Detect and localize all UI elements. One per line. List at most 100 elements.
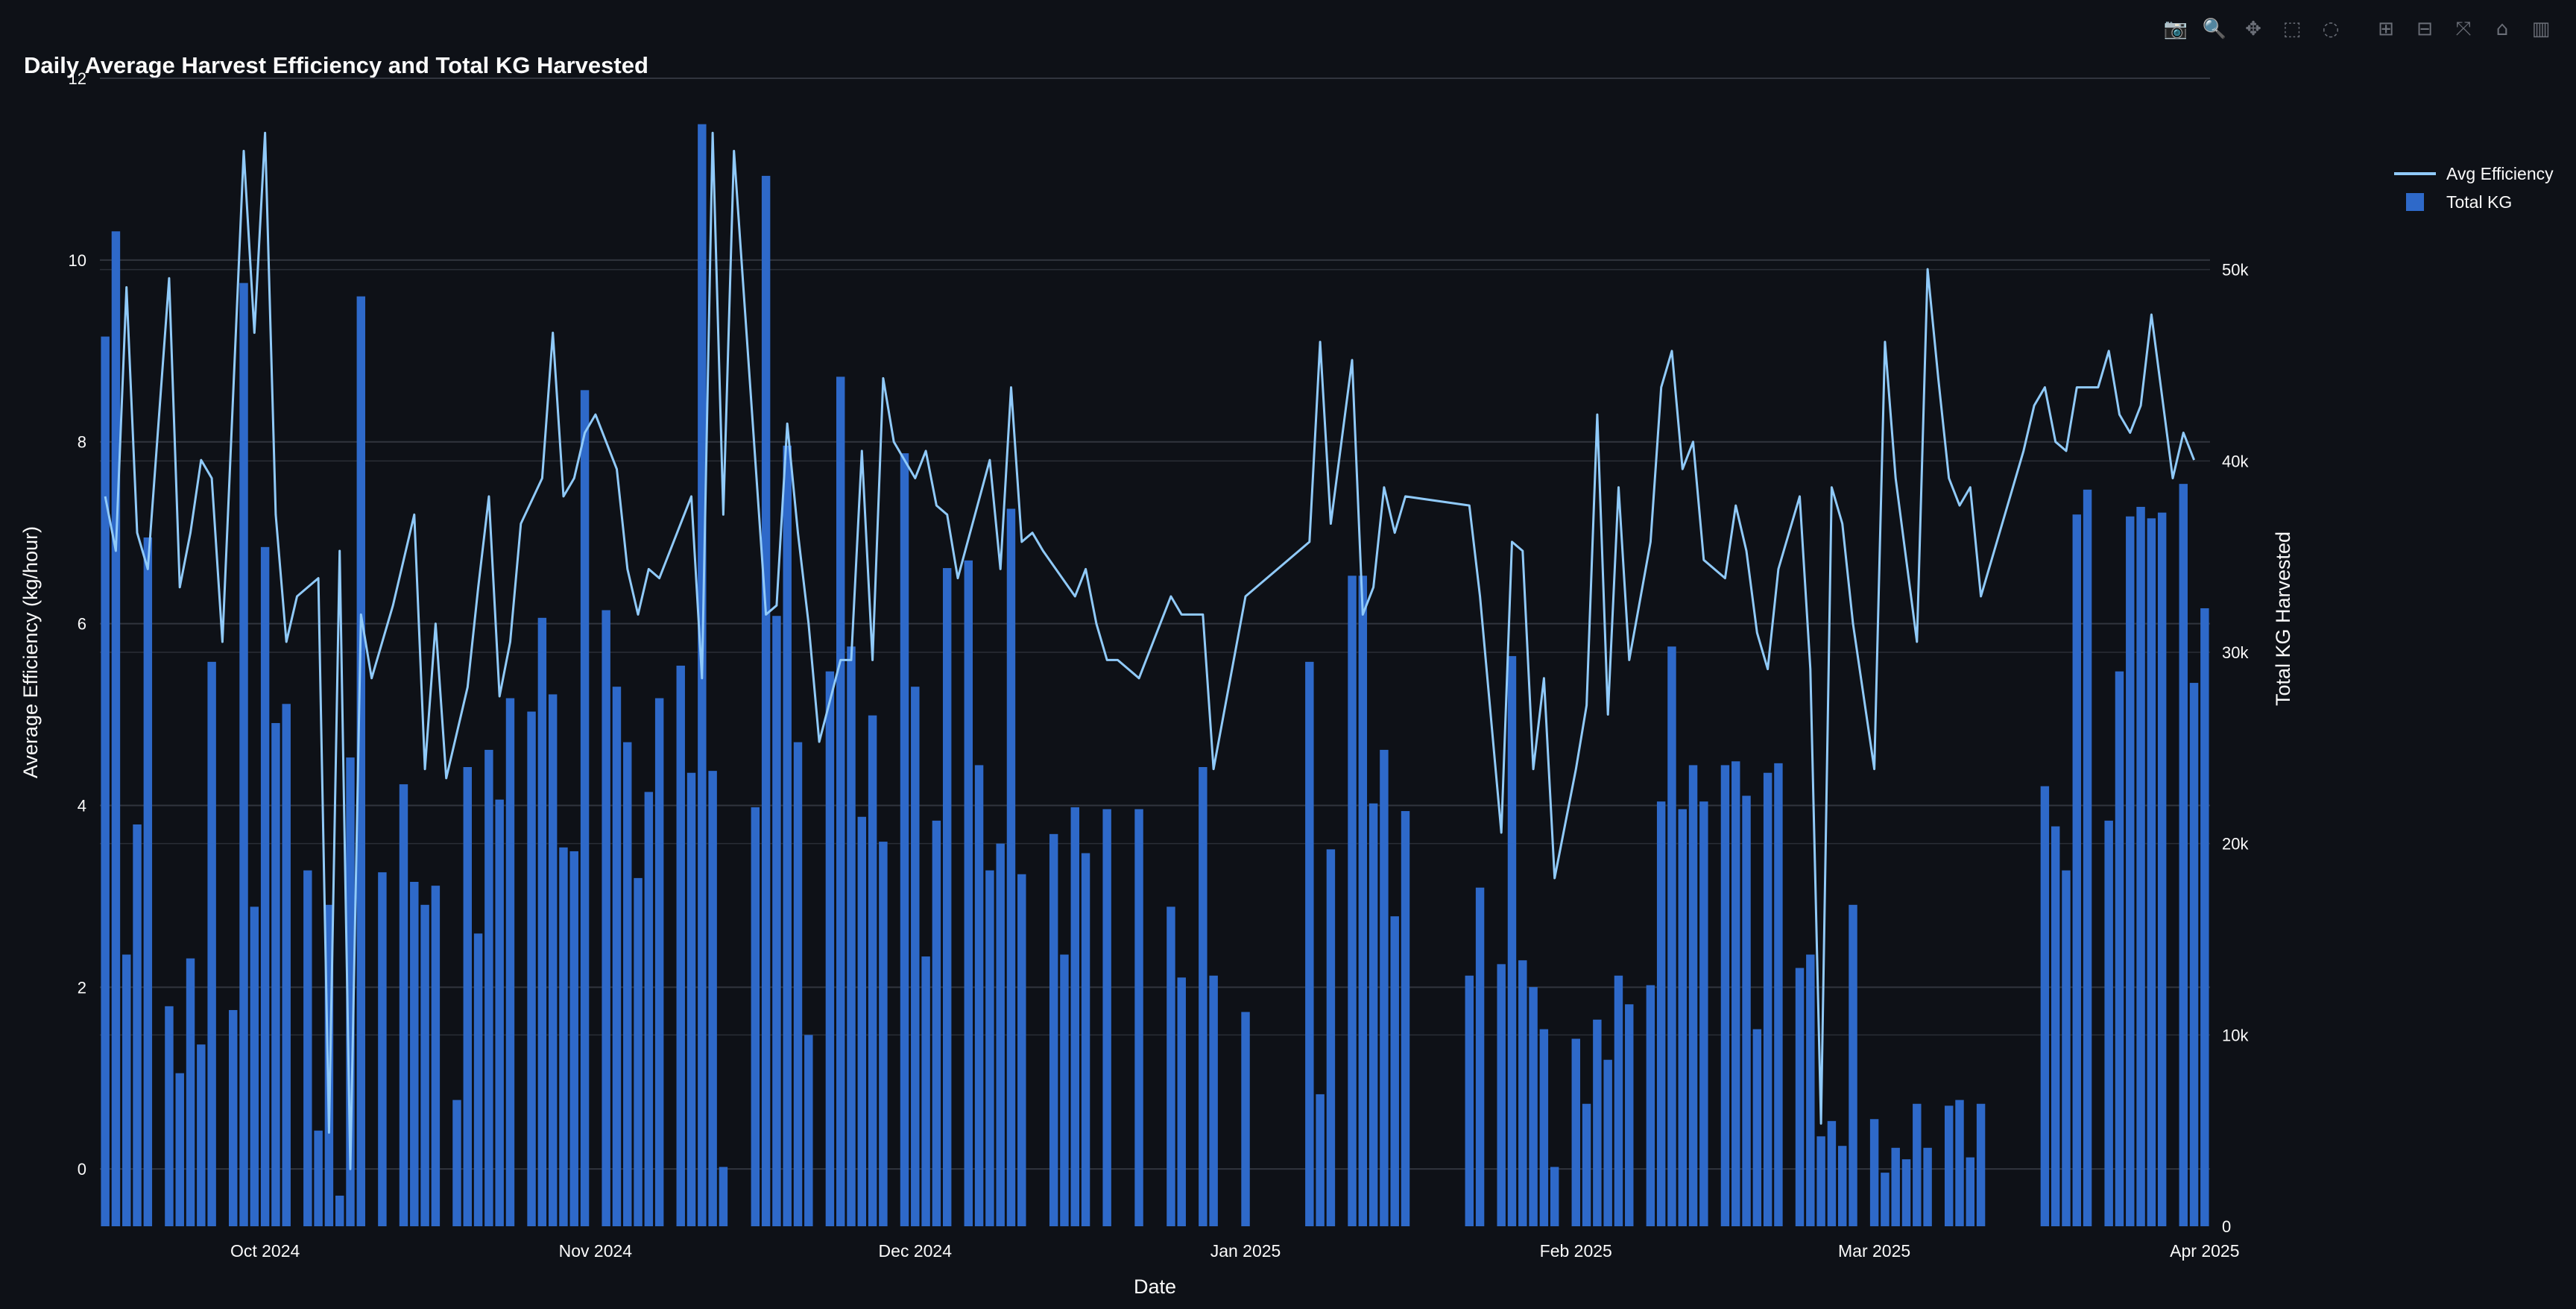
bar <box>1102 809 1111 1226</box>
bar <box>346 757 355 1226</box>
bar <box>1742 795 1751 1226</box>
bar <box>825 671 835 1226</box>
bar <box>1368 803 1378 1226</box>
y-left-tick-label: 2 <box>78 978 86 997</box>
bar <box>900 453 909 1226</box>
bar <box>2062 870 2071 1226</box>
y-left-tick-label: 0 <box>78 1160 86 1179</box>
bar <box>1731 761 1740 1226</box>
bar <box>2104 820 2113 1226</box>
zoom-icon[interactable]: 🔍 <box>2202 18 2227 40</box>
bar <box>505 698 515 1226</box>
bar <box>2147 518 2156 1226</box>
bar <box>197 1044 206 1226</box>
bar <box>772 616 781 1226</box>
bar <box>1976 1103 1986 1226</box>
bar <box>2200 608 2209 1226</box>
bar <box>1475 887 1485 1226</box>
bar <box>654 698 664 1226</box>
bar <box>942 568 952 1226</box>
bar <box>1017 874 1026 1226</box>
legend[interactable]: Avg Efficiency Total KG <box>2394 160 2554 216</box>
bar <box>537 617 547 1226</box>
bar <box>1869 1119 1879 1226</box>
bar <box>1763 772 1772 1226</box>
bar <box>175 1073 184 1226</box>
x-tick-label: Nov 2024 <box>559 1241 633 1261</box>
bar <box>783 445 792 1226</box>
x-tick-label: Feb 2025 <box>1540 1241 1612 1261</box>
y-right-tick-label: 20k <box>2222 835 2249 854</box>
y-right-tick-label: 0 <box>2222 1217 2231 1236</box>
bar <box>122 954 131 1226</box>
bar <box>431 886 441 1226</box>
bar <box>1881 1173 1890 1226</box>
legend-label: Avg Efficiency <box>2446 163 2554 183</box>
bar <box>1401 811 1410 1226</box>
bar <box>2126 516 2135 1226</box>
bar <box>1550 1167 1559 1226</box>
reset-axes-icon[interactable]: ⌂ <box>2496 18 2509 40</box>
bar <box>879 842 888 1226</box>
bar <box>1348 575 1357 1226</box>
bar <box>399 784 408 1226</box>
bar <box>569 851 578 1226</box>
bar <box>314 1130 323 1226</box>
bar <box>2136 506 2145 1226</box>
bar <box>751 807 760 1226</box>
autoscale-icon[interactable]: ⤧ <box>2455 17 2472 40</box>
bar <box>1081 853 1090 1226</box>
bar <box>761 175 771 1226</box>
bar <box>804 1035 813 1226</box>
bar <box>1603 1059 1612 1226</box>
bar <box>1795 968 1805 1226</box>
y-left-axis-title: Average Efficiency (kg/hour) <box>19 526 42 778</box>
bar <box>985 870 994 1226</box>
bar <box>1625 1004 1634 1226</box>
y-right-tick-label: 40k <box>2222 452 2249 470</box>
bar <box>1646 985 1655 1226</box>
zoom-out-icon[interactable]: ⊟ <box>2416 18 2433 40</box>
bar <box>229 1009 238 1226</box>
bar <box>1049 833 1058 1226</box>
bar <box>1507 656 1517 1226</box>
bar <box>1593 1019 1602 1226</box>
bar <box>974 765 984 1226</box>
legend-box-swatch <box>2406 193 2424 211</box>
zoom-in-icon[interactable]: ⊞ <box>2378 18 2394 40</box>
lasso-select-icon[interactable]: ◌ <box>2322 18 2340 40</box>
bar <box>868 715 877 1226</box>
bar <box>1667 646 1676 1226</box>
bar <box>165 1006 174 1226</box>
x-tick-label: Apr 2025 <box>2170 1241 2239 1261</box>
bar <box>207 661 216 1226</box>
legend-item-avg-efficiency[interactable]: Avg Efficiency <box>2394 160 2554 188</box>
box-select-icon[interactable]: ⬚ <box>2282 18 2302 40</box>
bar <box>473 933 483 1226</box>
bar <box>1752 1029 1762 1226</box>
y-right-tick-label: 30k <box>2222 643 2249 662</box>
plotly-logo-icon[interactable]: ▥ <box>2531 18 2551 40</box>
bar <box>1816 1136 1825 1226</box>
bar <box>1390 916 1399 1226</box>
chart-title: Daily Average Harvest Efficiency and Tot… <box>24 52 648 78</box>
pan-icon[interactable]: ✥ <box>2245 18 2261 40</box>
bar <box>356 296 366 1227</box>
bar <box>1582 1103 1591 1226</box>
camera-icon[interactable]: 📷 <box>2163 18 2188 40</box>
bar <box>1891 1147 1900 1226</box>
y-right-axis-title: Total KG Harvested <box>2272 532 2294 706</box>
bar <box>847 646 856 1226</box>
bar <box>1678 809 1687 1226</box>
bar <box>1006 508 1016 1226</box>
bar <box>1656 801 1666 1226</box>
bar <box>1465 975 1474 1226</box>
bar <box>1901 1159 1911 1226</box>
legend-item-total-kg[interactable]: Total KG <box>2394 188 2554 216</box>
bar <box>911 687 920 1226</box>
legend-line-swatch <box>2394 172 2436 175</box>
bar <box>644 792 654 1226</box>
bar <box>612 687 622 1226</box>
x-tick-label: Jan 2025 <box>1210 1241 1281 1261</box>
bar <box>921 956 930 1226</box>
